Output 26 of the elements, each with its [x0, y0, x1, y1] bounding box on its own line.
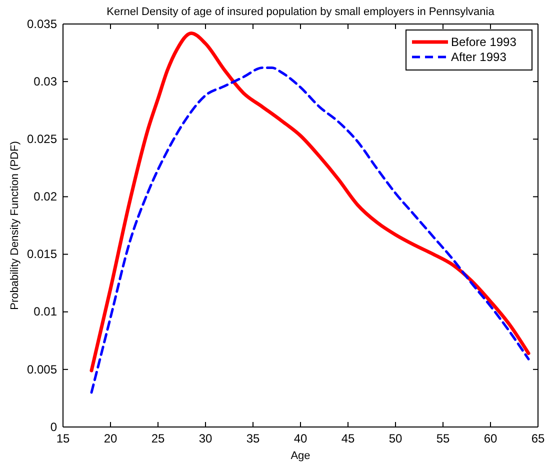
line-series [90, 66, 530, 394]
y-tick-label: 0.015 [26, 247, 58, 262]
x-tick-label: 45 [341, 432, 355, 446]
x-tick-label: 65 [531, 432, 545, 446]
y-tick-label: 0.03 [34, 74, 58, 88]
x-tick-label: 60 [484, 432, 498, 446]
x-tick-label: 40 [294, 432, 308, 446]
x-tick-label: 55 [436, 432, 450, 446]
x-tick-label: 25 [151, 432, 165, 446]
y-tick-label: 0.035 [26, 16, 58, 31]
x-tick-label: 35 [246, 432, 260, 446]
y-tick-label: 0.005 [26, 362, 58, 376]
y-tick-label: 0.01 [34, 304, 58, 319]
y-tick-label: 0.025 [26, 132, 58, 146]
legend-label: After 1993 [451, 50, 507, 64]
y-axis-title: Probability Density Function (PDF) [9, 141, 21, 310]
y-tick-label: 0.02 [34, 190, 58, 204]
x-axis-title: Age [290, 450, 310, 462]
x-tick-label: 15 [56, 432, 70, 446]
chart-title: Kernel Density of age of insured population by small employers in Pennsylvania [106, 6, 496, 18]
x-tick-label: 50 [388, 432, 402, 446]
x-tick-label: 30 [198, 432, 212, 446]
y-tick-label: 0 [50, 420, 58, 434]
line-series [90, 31, 530, 372]
x-tick-label: 20 [104, 432, 118, 446]
legend-label: Before 1993 [451, 35, 517, 49]
